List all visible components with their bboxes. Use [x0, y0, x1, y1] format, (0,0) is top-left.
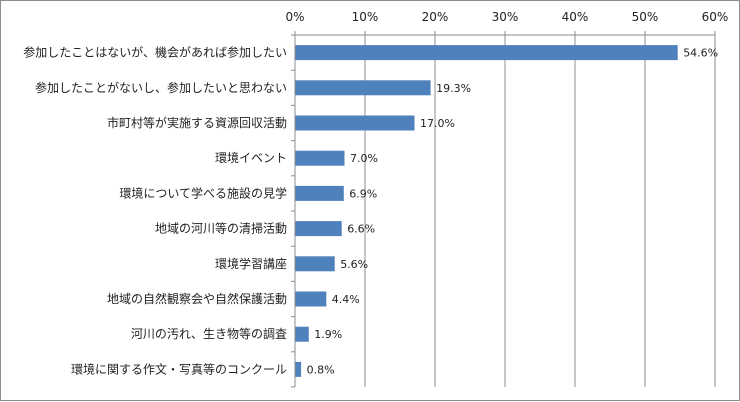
bar — [295, 185, 344, 201]
category-label: 環境学習講座 — [215, 256, 287, 271]
value-label: 5.6% — [340, 258, 368, 271]
bar — [295, 221, 342, 237]
x-tick-label: 50% — [632, 10, 659, 24]
bar — [295, 80, 431, 96]
value-label: 7.0% — [350, 152, 378, 165]
bar — [295, 326, 309, 342]
value-label: 4.4% — [332, 293, 360, 306]
bar — [295, 256, 335, 272]
value-label: 17.0% — [420, 117, 455, 130]
x-tick-label: 10% — [352, 10, 379, 24]
x-tick-label: 60% — [702, 10, 729, 24]
value-label: 6.9% — [349, 187, 377, 200]
value-label: 54.6% — [683, 47, 718, 60]
x-tick-label: 0% — [285, 10, 304, 24]
category-label: 地域の自然観察会や自然保護活動 — [107, 291, 287, 306]
category-label: 参加したことがないし、参加したいと思わない — [35, 80, 287, 95]
value-label: 6.6% — [347, 223, 375, 236]
bar — [295, 361, 302, 377]
bar — [295, 291, 327, 307]
x-tick-label: 20% — [422, 10, 449, 24]
category-label: 市町村等が実施する資源回収活動 — [107, 115, 287, 130]
category-label: 参加したことはないが、機会があれば参加したい — [23, 45, 287, 60]
value-label: 0.8% — [307, 363, 335, 376]
x-tick-label: 40% — [562, 10, 589, 24]
bar — [295, 150, 345, 166]
category-label: 河川の汚れ、生き物等の調査 — [131, 327, 287, 341]
category-label: 地域の河川等の清掃活動 — [155, 221, 287, 236]
value-label: 1.9% — [314, 328, 342, 341]
bar — [295, 115, 415, 131]
category-label: 環境に関する作文・写真等のコンクール — [71, 361, 287, 376]
bar — [295, 45, 678, 61]
x-tick-label: 30% — [492, 10, 519, 24]
category-label: 環境イベント — [215, 150, 287, 165]
value-label: 19.3% — [436, 82, 471, 95]
category-label: 環境について学べる施設の見学 — [119, 185, 287, 200]
